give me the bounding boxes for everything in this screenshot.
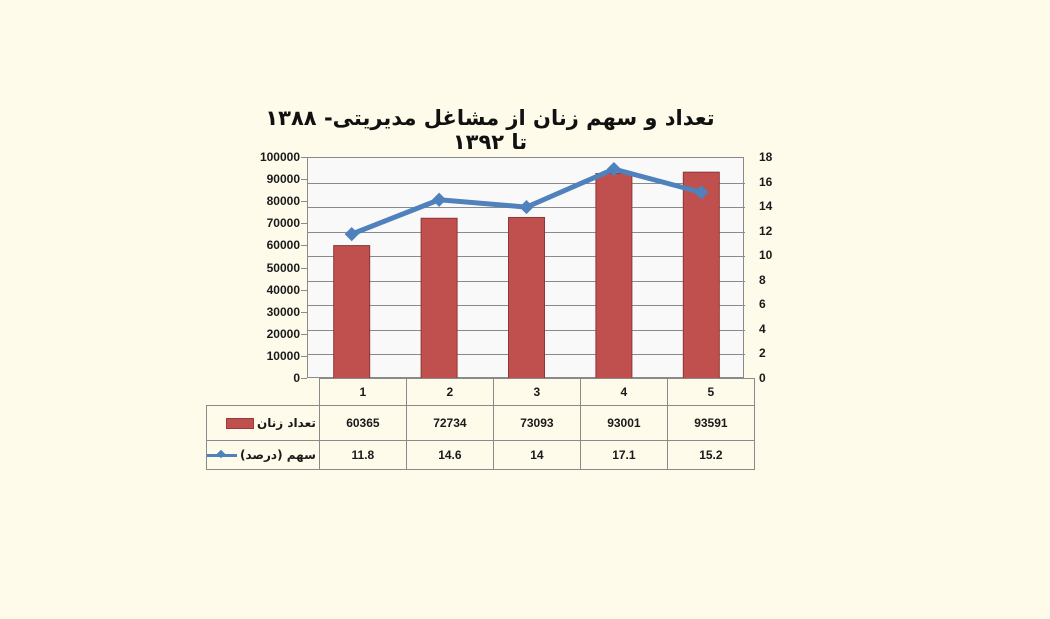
left-axis-tick-label: 100000 (259, 150, 300, 164)
diamond-marker-icon (694, 185, 709, 200)
category-cell: 3 (492, 378, 581, 406)
left-axis-tick (301, 201, 307, 202)
left-axis-tick (301, 245, 307, 246)
table-cell: 17.1 (579, 440, 668, 470)
line-marker-swatch-icon (207, 450, 237, 460)
left-axis-tick (301, 312, 307, 313)
right-axis-tick-label: 18 (759, 150, 773, 164)
table-cell: 93591 (666, 405, 755, 441)
table-cell: 60365 (318, 405, 407, 441)
table-row-share: سهم (درصد) 11.8 14.6 14 17.1 15.2 (206, 440, 755, 470)
bar (682, 171, 720, 379)
table-cell: 73093 (492, 405, 581, 441)
data-table: 1 2 3 4 5 تعداد زنان 60365 72734 73093 9… (206, 378, 755, 470)
right-axis-tick-label: 4 (759, 321, 766, 336)
left-axis-tick-label: 80000 (266, 194, 300, 209)
table-cell: 14.6 (405, 440, 494, 470)
table-cell: 14 (492, 440, 581, 470)
bar (333, 245, 371, 379)
left-axis-tick (301, 334, 307, 335)
left-axis-tick-label: 70000 (266, 216, 300, 231)
right-axis-tick-label: 10 (759, 248, 773, 263)
table-cell: 72734 (405, 405, 494, 441)
diamond-marker-icon (519, 200, 534, 215)
left-axis-tick-label: 50000 (266, 260, 300, 275)
left-axis-tick (301, 157, 307, 158)
legend-label: سهم (درصد) (240, 448, 316, 462)
left-axis-tick-label: 90000 (266, 172, 300, 187)
right-axis-tick-label: 6 (759, 297, 766, 312)
right-axis-tick-label: 8 (759, 272, 766, 287)
left-axis-tick-label: 10000 (266, 348, 300, 363)
category-cell: 5 (666, 378, 755, 406)
bar-swatch-icon (226, 417, 255, 429)
right-axis-tick-label: 14 (759, 199, 773, 214)
left-axis-tick-label: 40000 (266, 282, 300, 297)
table-cell: 11.8 (318, 440, 407, 470)
chart-title: تعداد و سهم زنان از مشاغل مدیریتی- ۱۳۸۸ … (265, 106, 715, 154)
left-axis-tick (301, 223, 307, 224)
right-axis-tick-label: 0 (759, 371, 766, 385)
table-row-count: تعداد زنان 60365 72734 73093 93001 93591 (206, 405, 755, 441)
plot-area (307, 157, 745, 379)
right-axis-tick-label: 12 (759, 223, 773, 238)
left-axis-tick (301, 268, 307, 269)
left-axis-tick-label: 60000 (266, 238, 300, 253)
legend-line-series: سهم (درصد) (206, 440, 320, 470)
table-cell: 93001 (579, 405, 668, 441)
chart-canvas (308, 161, 745, 379)
left-axis-tick (301, 179, 307, 180)
bar (508, 216, 545, 379)
category-cell: 4 (579, 378, 668, 406)
left-axis-tick-label: 20000 (266, 326, 300, 341)
category-cell: 1 (318, 378, 407, 406)
right-axis-tick-label: 16 (759, 174, 773, 189)
diamond-marker-icon (344, 227, 359, 242)
bar (420, 217, 458, 379)
left-axis-tick-label: 0 (293, 371, 300, 385)
left-axis-tick-label: 30000 (266, 304, 300, 319)
bar (595, 172, 633, 379)
diamond-marker-icon (432, 192, 447, 207)
category-row: 1 2 3 4 5 (206, 378, 755, 406)
category-cell: 2 (405, 378, 494, 406)
left-axis-tick (301, 290, 307, 291)
left-axis-tick (301, 356, 307, 357)
legend-label: تعداد زنان (257, 416, 316, 430)
right-axis-tick-label: 2 (759, 346, 766, 361)
table-cell: 15.2 (666, 440, 755, 470)
legend-bar-series: تعداد زنان (206, 405, 320, 441)
